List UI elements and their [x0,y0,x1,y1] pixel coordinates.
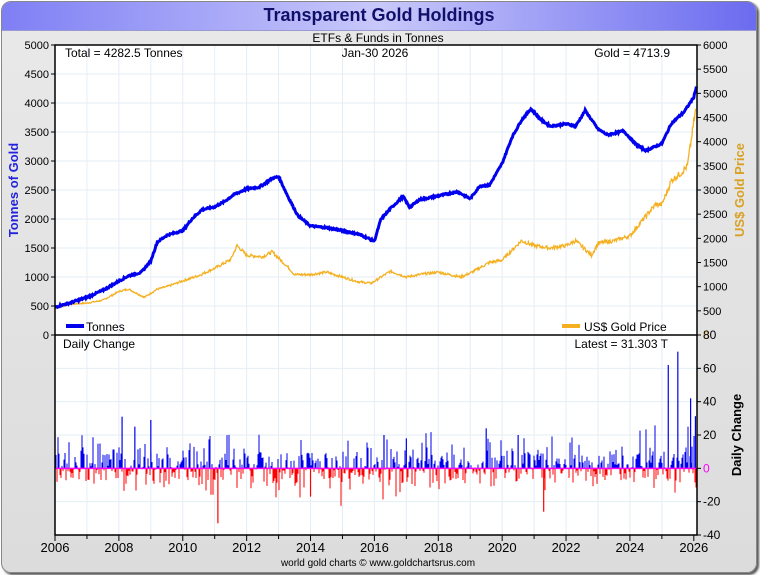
tick-label-left: 3000 [25,156,49,168]
chart-title: Transparent Gold Holdings [263,5,495,25]
tonnes-line [54,86,698,309]
tick-label-daily: -20 [703,495,721,509]
tick-label-right: 4000 [703,137,727,149]
tick-label-daily: 80 [703,328,717,342]
tick-label-x: 2026 [679,540,708,555]
tick-label-right: 4500 [703,113,727,125]
tick-label-daily: -40 [703,528,721,542]
tick-label-x: 2024 [615,540,644,555]
daily-change-label: Daily Change [63,337,135,351]
tick-label-x: 2016 [360,540,389,555]
tick-label-x: 2014 [296,540,325,555]
tick-label-left: 2000 [25,214,49,226]
tick-label-x: 2010 [168,540,197,555]
tick-label-right: 3000 [703,185,727,197]
tick-label-right: 5000 [703,88,727,100]
y-axis-daily-label: Daily Change [729,394,744,476]
tick-label-x: 2022 [552,540,581,555]
tick-label-left: 2500 [25,185,49,197]
tick-label-right: 2000 [703,233,727,245]
latest-annotation: Latest = 31.303 T [574,337,668,351]
gold-price-line [54,108,697,310]
legend-tonnes: Tonnes [86,320,125,334]
tick-label-x: 2012 [232,540,261,555]
tick-label-left: 4500 [25,69,49,81]
legend-gold: US$ Gold Price [584,320,667,334]
tick-label-x: 2018 [424,540,453,555]
footer-credit: world gold charts © www.goldchartsrus.co… [280,558,475,569]
tick-label-right: 500 [703,306,721,318]
tick-label-right: 1500 [703,258,727,270]
y-axis-left-label: Tonnes of Gold [6,143,21,237]
plot-border [54,44,698,536]
tick-label-x: 2008 [104,540,133,555]
tick-label-x: 2006 [41,540,70,555]
gold-annotation: Gold = 4713.9 [594,46,670,60]
subtitle: ETFs & Funds in Tonnes [312,31,443,45]
daily-change-bars [55,351,697,524]
axes [54,44,698,536]
tick-label-left: 1500 [25,243,49,255]
tick-label-right: 0 [703,330,709,342]
tick-label-left: 3500 [25,127,49,139]
tick-label-left: 5000 [25,40,49,52]
y-axis-right-label: US$ Gold Price [732,143,747,237]
tick-label-left: 500 [31,301,49,313]
tick-label-daily: 20 [703,428,717,442]
tick-label-right: 1000 [703,282,727,294]
tick-label-right: 2500 [703,209,727,221]
tick-label-daily: 40 [703,395,717,409]
date-annotation: Jan-30 2026 [342,46,409,60]
tick-label-daily: 60 [703,361,717,375]
plot-area [55,45,697,535]
tick-label-x: 2020 [488,540,517,555]
tick-label-daily: 0 [703,461,710,475]
ticks: 0500100015002000250030003500400045005000… [25,40,728,555]
tick-label-left: 1000 [25,272,49,284]
tick-label-right: 3500 [703,161,727,173]
total-annotation: Total = 4282.5 Tonnes [65,46,183,60]
tick-label-right: 5500 [703,64,727,76]
tick-label-right: 6000 [703,40,727,52]
title-bar: Transparent Gold Holdings [2,2,756,31]
tick-label-left: 0 [43,330,49,342]
tick-label-left: 4000 [25,98,49,110]
